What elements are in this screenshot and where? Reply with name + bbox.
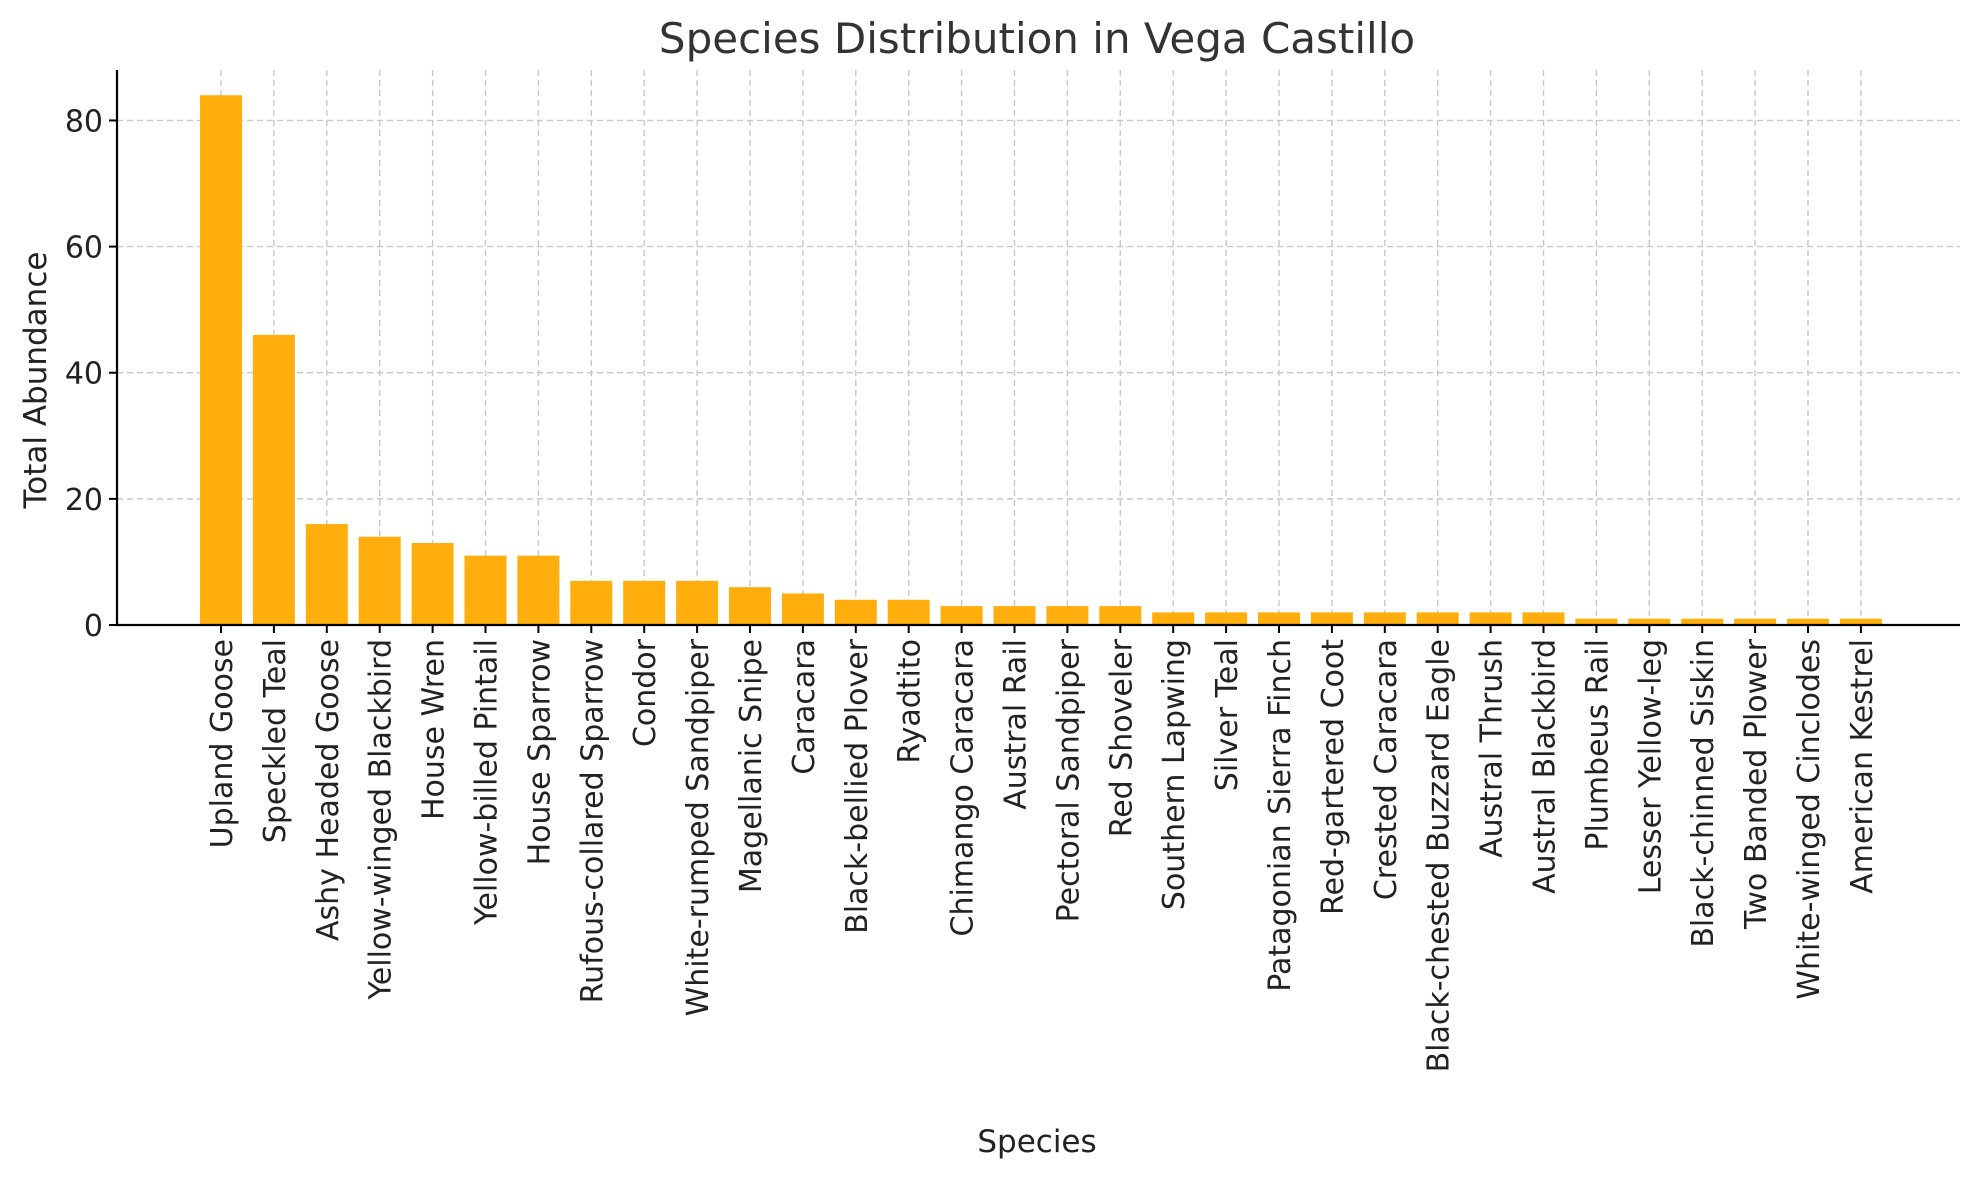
bar-17 bbox=[1099, 606, 1142, 625]
bar-12 bbox=[834, 599, 877, 625]
x-tick-label-31: American Kestrel bbox=[1845, 639, 1880, 894]
x-tick-label-25: Austral Blackbird bbox=[1528, 639, 1563, 894]
x-tick-label-14: Chimango Caracara bbox=[946, 639, 981, 937]
bar-27 bbox=[1628, 618, 1671, 625]
x-tick-label-4: House Wren bbox=[417, 639, 452, 820]
bar-2 bbox=[305, 524, 348, 625]
bar-20 bbox=[1258, 612, 1300, 625]
y-axis-label: Total Abundance bbox=[18, 252, 54, 510]
x-tick-label-1: Speckled Teal bbox=[258, 639, 293, 843]
bar-25 bbox=[1522, 612, 1565, 625]
bar-30 bbox=[1787, 618, 1829, 625]
x-tick-label-12: Black-bellied Plover bbox=[840, 638, 875, 934]
x-tick-label-7: Rufous-collared Sparrow bbox=[575, 639, 610, 1003]
bar-5 bbox=[464, 555, 507, 625]
bar-31 bbox=[1839, 618, 1882, 625]
bar-3 bbox=[358, 536, 401, 625]
bar-10 bbox=[729, 587, 771, 625]
bar-13 bbox=[887, 599, 930, 625]
x-tick-label-24: Austral Thrush bbox=[1475, 639, 1510, 858]
y-tick-label-1: 20 bbox=[65, 483, 103, 518]
bar-14 bbox=[940, 606, 983, 625]
x-tick-label-11: Caracara bbox=[787, 639, 822, 775]
x-tick-label-15: Austral Rail bbox=[999, 639, 1034, 810]
axes-layer bbox=[115, 70, 1960, 627]
x-tick-label-17: Red Shoveler bbox=[1104, 638, 1139, 837]
x-tick-label-29: Two Banded Plower bbox=[1739, 638, 1774, 930]
bar-7 bbox=[570, 580, 613, 625]
y-tick-label-2: 40 bbox=[65, 357, 103, 392]
x-tick-label-10: Magellanic Snipe bbox=[734, 639, 769, 893]
bars-layer bbox=[200, 95, 1882, 625]
bar-11 bbox=[781, 593, 824, 625]
bar-22 bbox=[1363, 612, 1406, 625]
x-tick-label-28: Black-chinned Siskin bbox=[1686, 639, 1721, 948]
chart-title: Species Distribution in Vega Castillo bbox=[659, 14, 1415, 63]
bar-15 bbox=[993, 606, 1036, 625]
bar-1 bbox=[252, 334, 295, 625]
x-tick-label-9: White-rumped Sandpiper bbox=[681, 638, 716, 1016]
x-tick-label-5: Yellow-billed Pintail bbox=[470, 639, 505, 926]
x-tick-label-8: Condor bbox=[628, 638, 663, 747]
x-tick-label-19: Silver Teal bbox=[1210, 639, 1245, 791]
x-tick-label-23: Black-chested Buzzard Eagle bbox=[1422, 639, 1457, 1072]
x-tick-label-6: House Sparrow bbox=[522, 639, 557, 865]
y-tick-label-4: 80 bbox=[65, 104, 103, 139]
y-ticks: 0 20 40 60 80 bbox=[65, 104, 117, 644]
bar-26 bbox=[1575, 618, 1618, 625]
y-tick-label-0: 0 bbox=[84, 609, 103, 644]
y-tick-label-3: 60 bbox=[65, 231, 103, 266]
bar-28 bbox=[1681, 618, 1724, 625]
bar-4 bbox=[411, 543, 454, 625]
bar-16 bbox=[1046, 606, 1089, 625]
bar-23 bbox=[1416, 612, 1459, 625]
x-tick-label-30: White-winged Cinclodes bbox=[1792, 639, 1827, 1000]
x-tick-label-22: Crested Caracara bbox=[1369, 639, 1404, 900]
x-tick-label-18: Southern Lapwing bbox=[1157, 639, 1192, 910]
bar-24 bbox=[1469, 612, 1512, 625]
bar-19 bbox=[1205, 612, 1248, 625]
bar-0 bbox=[200, 95, 242, 625]
x-tick-labels: Upland Goose Speckled Teal Ashy Headed Goo… bbox=[205, 625, 1880, 1072]
x-tick-label-20: Patagonian Sierra Finch bbox=[1263, 639, 1298, 992]
bar-18 bbox=[1152, 612, 1195, 625]
x-tick-label-3: Yellow-winged Blackbird bbox=[364, 639, 399, 1001]
bar-8 bbox=[623, 580, 666, 625]
x-tick-label-13: Ryadtito bbox=[893, 639, 928, 764]
bar-6 bbox=[517, 555, 560, 625]
bar-29 bbox=[1734, 618, 1777, 625]
x-tick-label-16: Pectoral Sandpiper bbox=[1051, 638, 1086, 922]
x-tick-label-2: Ashy Headed Goose bbox=[311, 639, 346, 941]
x-tick-label-27: Lesser Yellow-leg bbox=[1633, 639, 1668, 894]
x-tick-label-26: Plumbeus Rail bbox=[1580, 639, 1615, 851]
x-tick-label-21: Red-gartered Coot bbox=[1316, 639, 1351, 915]
bar-9 bbox=[676, 580, 719, 625]
x-tick-label-0: Upland Goose bbox=[205, 639, 240, 848]
x-axis-label: Species bbox=[977, 1124, 1096, 1160]
bar-21 bbox=[1310, 612, 1353, 625]
